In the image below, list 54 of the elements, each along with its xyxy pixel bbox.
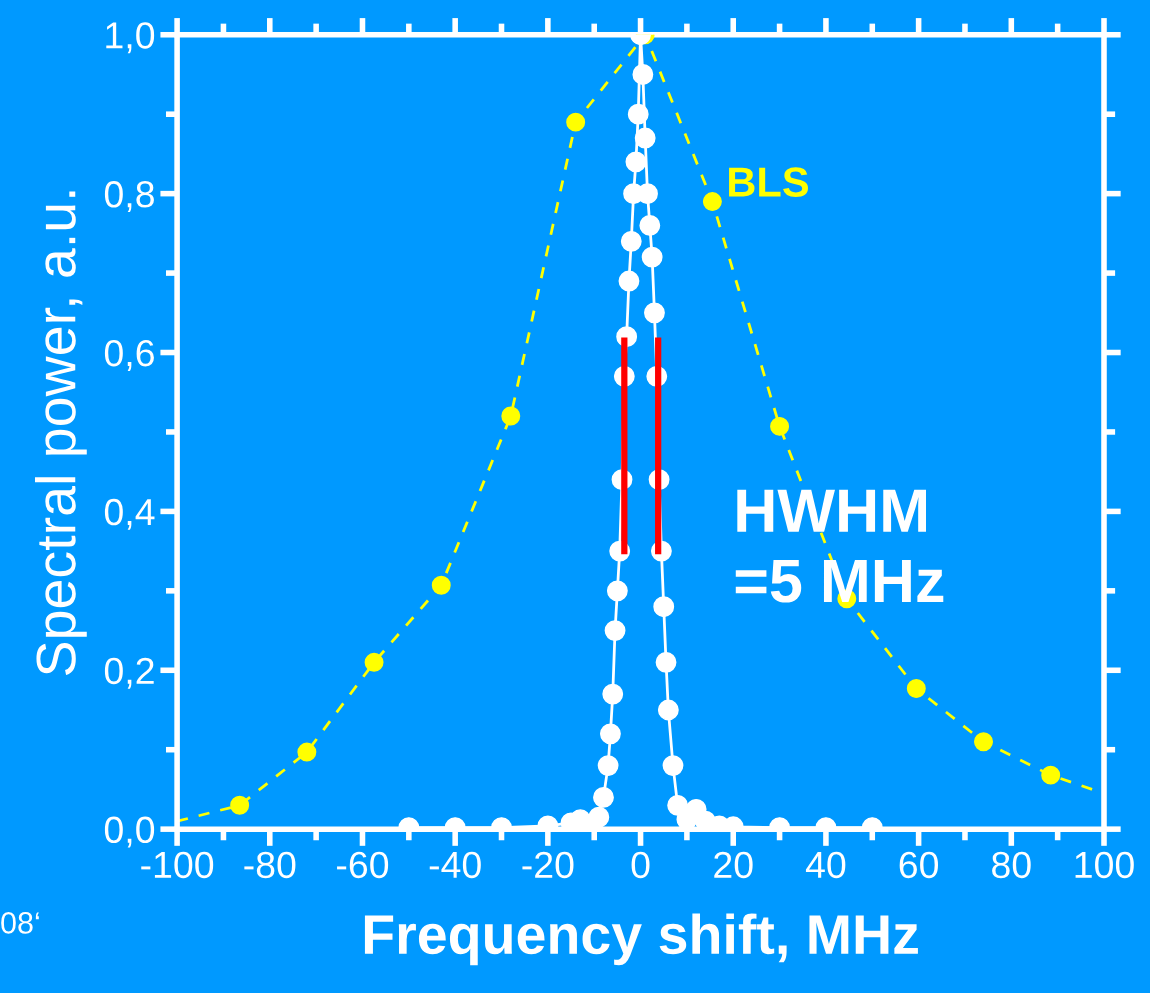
point [906, 679, 926, 699]
point [597, 755, 619, 777]
point [641, 246, 663, 268]
y-tick-label: 0,4 [104, 498, 155, 530]
point [230, 795, 250, 815]
point [625, 151, 647, 173]
point [600, 723, 621, 745]
point [770, 416, 790, 436]
y-axis-title: Spectral power, a.u. [34, 191, 87, 675]
x-tick-label: -40 [429, 851, 481, 879]
x-tick-label: -20 [522, 851, 574, 879]
point [702, 192, 722, 212]
point [974, 732, 993, 752]
y-tick-label: 0,0 [104, 816, 155, 848]
point [588, 806, 610, 828]
point [662, 755, 684, 777]
point [1041, 765, 1061, 785]
point [620, 230, 642, 252]
point [639, 214, 661, 236]
x-tick-label: -80 [244, 851, 296, 879]
point [501, 406, 521, 426]
point [644, 302, 665, 324]
point [297, 742, 317, 762]
point [604, 620, 626, 641]
x-tick-label: 0 [631, 851, 650, 879]
point [593, 786, 614, 808]
point [637, 183, 658, 205]
y-tick-label: 0,6 [104, 339, 154, 371]
x-tick-label: 60 [899, 851, 939, 879]
annotation: HWHM =5 MHz [735, 489, 944, 603]
point [653, 596, 675, 618]
point [627, 103, 649, 125]
x-tick-label: 40 [805, 851, 846, 879]
x-tick-label: 80 [992, 851, 1031, 879]
x-tick-label: 100 [1075, 851, 1134, 879]
series-label: BLS [729, 167, 808, 197]
y-tick-label: 0,2 [104, 657, 154, 689]
text: 08‘ [1, 912, 39, 934]
x-axis-title: Frequency shift, MHz [364, 913, 918, 966]
x-tick-label: -100 [141, 851, 214, 879]
x-tick-label: -60 [337, 851, 389, 879]
point [602, 683, 624, 705]
y-tick-label: 0,8 [104, 181, 154, 213]
point [364, 652, 384, 672]
point [618, 270, 640, 292]
point [632, 64, 654, 85]
y-tick-label: 1,0 [106, 22, 155, 54]
x-tick-label: 20 [714, 851, 753, 879]
point [657, 699, 679, 721]
point [606, 580, 628, 602]
point [566, 112, 586, 132]
point [655, 651, 677, 673]
point [634, 127, 656, 149]
point [431, 575, 451, 595]
